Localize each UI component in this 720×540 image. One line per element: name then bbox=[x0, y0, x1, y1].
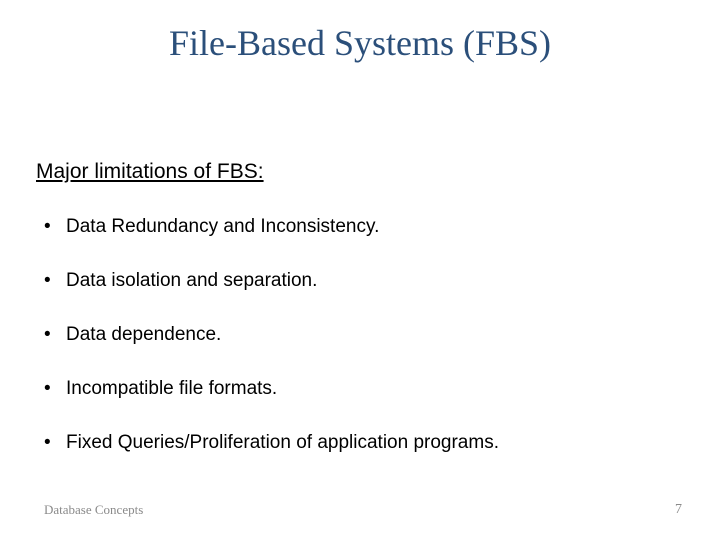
slide-title: File-Based Systems (FBS) bbox=[0, 22, 720, 64]
list-item: Data dependence. bbox=[36, 324, 680, 346]
list-item: Data isolation and separation. bbox=[36, 270, 680, 292]
list-item: Fixed Queries/Proliferation of applicati… bbox=[36, 432, 680, 454]
subheading: Major limitations of FBS: bbox=[36, 160, 264, 184]
list-item: Data Redundancy and Inconsistency. bbox=[36, 216, 680, 238]
footer-left: Database Concepts bbox=[44, 502, 143, 518]
bullet-list: Data Redundancy and Inconsistency. Data … bbox=[36, 216, 680, 486]
list-item: Incompatible file formats. bbox=[36, 378, 680, 400]
slide: File-Based Systems (FBS) Major limitatio… bbox=[0, 0, 720, 540]
page-number: 7 bbox=[675, 502, 682, 518]
